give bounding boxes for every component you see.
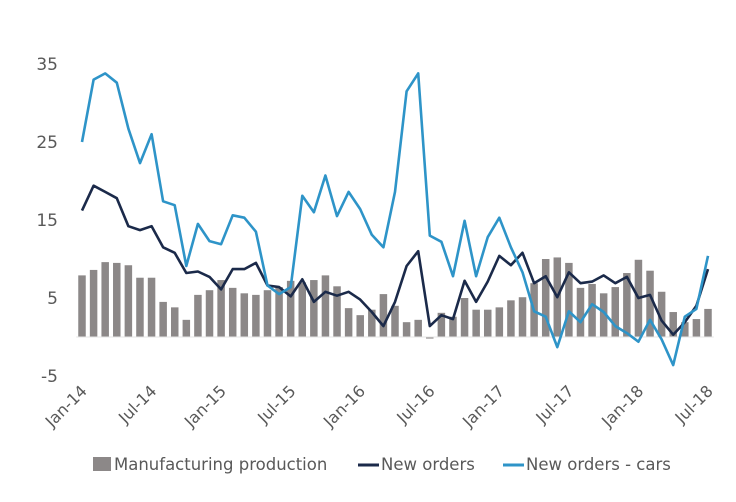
bar-manufacturing-production-Feb-17 — [507, 300, 515, 337]
bar-manufacturing-production-Nov-15 — [333, 286, 341, 337]
legend: Manufacturing production New orders New … — [93, 455, 671, 474]
bar-manufacturing-production-Mar-14 — [101, 262, 109, 337]
bar-manufacturing-production-Jan-14 — [78, 275, 86, 337]
bar-manufacturing-production-Feb-18 — [646, 270, 654, 337]
bar-manufacturing-production-Feb-16 — [368, 309, 376, 337]
bar-manufacturing-production-Dec-16 — [483, 309, 492, 337]
legend-label: Manufacturing production — [114, 455, 327, 474]
legend-label: New orders - cars — [526, 455, 671, 474]
bar-manufacturing-production-Jun-16 — [414, 319, 422, 337]
bar-manufacturing-production-May-14 — [124, 265, 133, 337]
x-tick-label: Jan-15 — [180, 381, 230, 431]
bar-manufacturing-production-Nov-16 — [472, 309, 480, 337]
bar-manufacturing-production-Mar-18 — [657, 291, 666, 337]
y-tick-label: 5 — [47, 289, 58, 309]
bar-manufacturing-production-Jun-14 — [136, 277, 144, 337]
bar-manufacturing-production-Dec-14 — [205, 290, 214, 337]
legend-swatch-square — [93, 457, 111, 471]
bar-manufacturing-production-Feb-15 — [228, 287, 237, 337]
bar-manufacturing-production-Jun-18 — [692, 319, 701, 337]
bar-manufacturing-production-Aug-15 — [298, 282, 307, 337]
bar-manufacturing-production-Oct-17 — [599, 293, 608, 337]
bar-manufacturing-production-Jul-17 — [565, 262, 573, 337]
bar-manufacturing-production-Apr-16 — [391, 305, 399, 337]
bar-manufacturing-production-Dec-15 — [344, 308, 353, 337]
bar-manufacturing-production-Apr-14 — [113, 262, 121, 337]
bar-manufacturing-production-Jul-16 — [426, 337, 434, 339]
bar-manufacturing-production-Jun-15 — [275, 287, 283, 337]
y-tick-label: -5 — [41, 367, 58, 387]
bar-manufacturing-production-Nov-14 — [194, 294, 202, 337]
bar-manufacturing-production-Sep-14 — [170, 307, 179, 337]
bar-manufacturing-production-Jan-16 — [356, 315, 364, 337]
x-tick-label: Jan-18 — [597, 381, 647, 431]
legend-label: New orders — [381, 455, 475, 474]
x-tick-label: Jul-15 — [253, 381, 299, 427]
bar-manufacturing-production-Feb-14 — [89, 269, 98, 337]
x-axis: Jan-14 Jul-14 Jan-15 Jul-15 Jan-16 Jul-16 Jan-… — [41, 381, 717, 431]
line-new-orders — [80, 184, 710, 337]
bar-manufacturing-production-Aug-14 — [159, 301, 167, 337]
bar-manufacturing-production-Aug-16 — [437, 312, 446, 337]
bar-manufacturing-production-Sep-16 — [449, 316, 457, 337]
bar-manufacturing-production-May-17 — [541, 259, 550, 337]
line-new-orders-cars — [80, 72, 710, 367]
lines-layer — [80, 72, 710, 367]
bar-manufacturing-production-Jul-14 — [147, 277, 156, 337]
bar-manufacturing-production-Nov-17 — [611, 287, 620, 337]
x-tick-label: Jul-16 — [392, 381, 438, 427]
x-tick-label: Jan-17 — [458, 381, 508, 431]
bar-manufacturing-production-May-16 — [402, 322, 411, 337]
bar-manufacturing-production-May-18 — [681, 322, 689, 337]
y-tick-label: 35 — [36, 55, 58, 75]
bar-manufacturing-production-May-15 — [263, 290, 272, 337]
x-tick-label: Jul-17 — [531, 381, 577, 427]
bar-manufacturing-production-Aug-17 — [576, 287, 585, 337]
bar-manufacturing-production-Sep-17 — [588, 283, 596, 337]
legend-item-new-orders: New orders — [358, 455, 475, 474]
x-tick-label: Jan-16 — [319, 381, 369, 431]
y-tick-label: 25 — [36, 133, 58, 153]
x-tick-label: Jan-14 — [41, 381, 91, 431]
bar-manufacturing-production-Apr-18 — [669, 312, 677, 337]
bar-manufacturing-production-Oct-14 — [182, 319, 191, 337]
x-tick-label: Jul-14 — [114, 381, 160, 427]
y-tick-label: 15 — [36, 211, 58, 231]
bar-manufacturing-production-Mar-15 — [240, 293, 249, 337]
bar-manufacturing-production-Dec-17 — [623, 273, 631, 337]
legend-item-manufacturing-production: Manufacturing production — [93, 455, 327, 474]
bar-manufacturing-production-Oct-16 — [460, 298, 469, 337]
x-tick-label: Jul-18 — [671, 381, 717, 427]
bar-manufacturing-production-Jan-15 — [217, 280, 225, 337]
bar-manufacturing-production-Jan-17 — [495, 307, 504, 337]
bar-manufacturing-production-Sep-15 — [310, 280, 318, 337]
bar-manufacturing-production-Mar-17 — [518, 297, 527, 337]
legend-item-new-orders-cars: New orders - cars — [503, 455, 671, 474]
bar-manufacturing-production-Mar-16 — [379, 294, 388, 337]
bar-manufacturing-production-Apr-15 — [252, 294, 260, 337]
bar-manufacturing-production-Jul-15 — [286, 280, 295, 337]
y-axis: -5 5 15 25 35 — [36, 55, 58, 387]
bar-manufacturing-production-Jul-18 — [704, 308, 712, 337]
bar-manufacturing-production-Oct-15 — [321, 275, 330, 337]
